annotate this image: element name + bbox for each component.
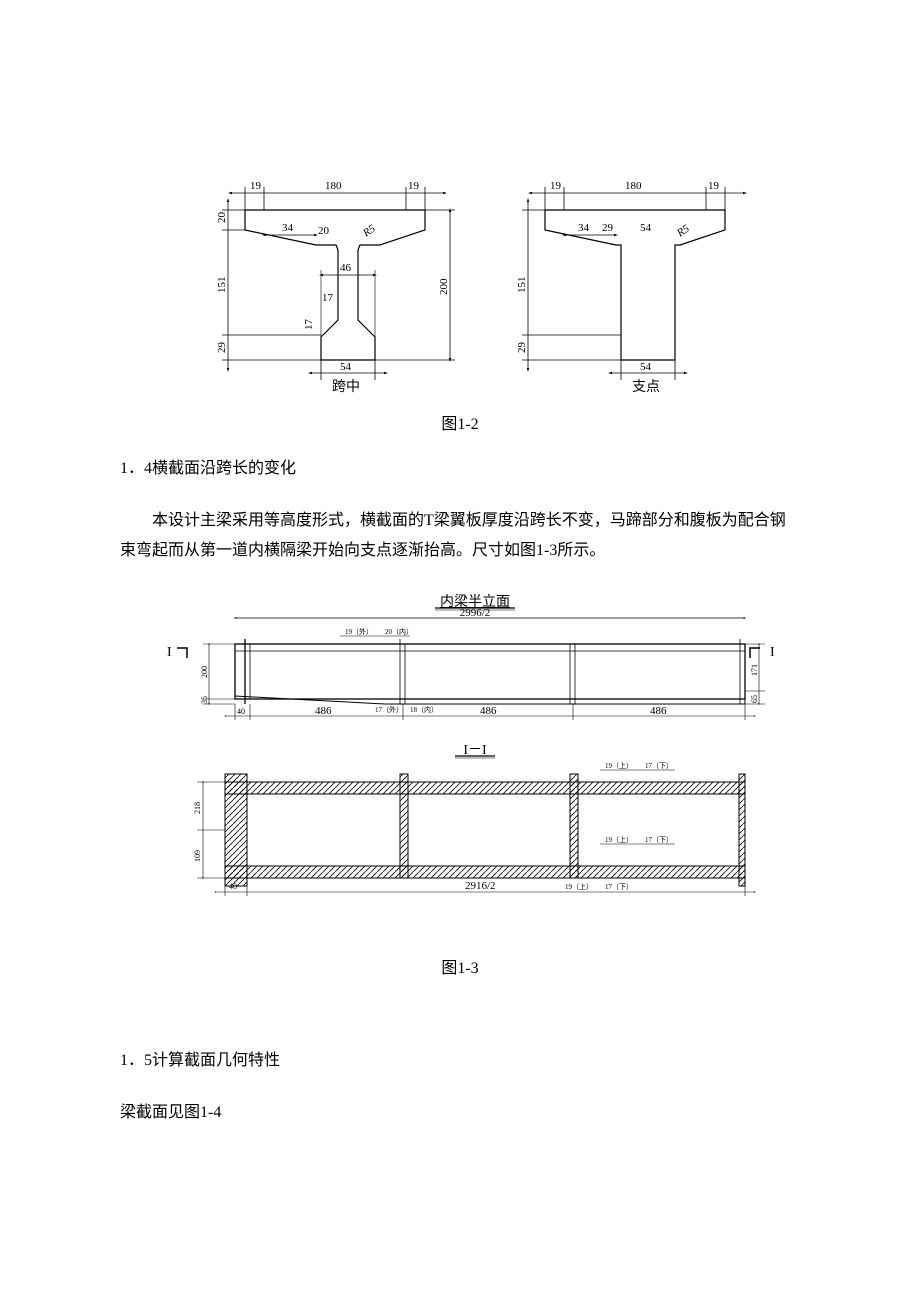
dim-text: R5 (674, 222, 692, 240)
dim-text: 19（上） (605, 835, 633, 844)
dim-text: 18（内） (410, 705, 438, 714)
dim-text: 180 (625, 180, 642, 192)
dim-text: 19 (408, 180, 420, 192)
dim-text: 2916/2 (465, 880, 496, 892)
figure-1-3-svg: 内梁半立面 2996/2 19（外） 20（内） (130, 591, 790, 921)
dim-text: 19 (550, 180, 562, 192)
beam-label: 支点 (632, 379, 660, 395)
dim-text: 20 (216, 212, 228, 224)
dim-text: 180 (325, 180, 342, 192)
dim-text: 151 (216, 277, 228, 294)
section-1-5-heading: 1．5计算截面几何特性 (120, 1046, 800, 1070)
dim-text: 20 (318, 225, 330, 237)
dim-text: 35 (200, 696, 209, 704)
dim-text: 19 (250, 180, 262, 192)
dim-text: 29 (602, 222, 614, 234)
dim-text: 171 (750, 664, 759, 676)
left-beam-group: 19 180 19 20 151 29 200 34 (216, 180, 455, 395)
figure-1-3: 内梁半立面 2996/2 19（外） 20（内） (120, 591, 800, 978)
section-marker: I (167, 645, 172, 660)
dim-text: R5 (360, 222, 378, 240)
dim-text: 20（内） (385, 627, 413, 636)
section-1-5-body: 梁截面见图1-4 (120, 1098, 800, 1128)
dim-text: 46 (340, 262, 352, 274)
dim-text: 54 (340, 361, 352, 373)
dim-text: 29 (216, 342, 228, 354)
upper-view: 内梁半立面 2996/2 19（外） 20（内） (167, 594, 775, 720)
dim-text: 34 (578, 222, 590, 234)
dim-text: 54 (640, 361, 652, 373)
beam-label: 跨中 (332, 379, 360, 395)
dim-text: 65 (750, 695, 759, 703)
dim-text: 486 (650, 705, 667, 717)
dim-text: 2996/2 (460, 607, 491, 619)
figure-1-2: 19 180 19 20 151 29 200 34 (120, 165, 800, 434)
dim-text: 486 (315, 705, 332, 717)
dim-text: 151 (516, 277, 528, 294)
figure-1-2-svg: 19 180 19 20 151 29 200 34 (160, 165, 760, 395)
figure-1-2-caption: 图1-2 (120, 410, 800, 434)
dim-text: 19（上） (605, 761, 633, 770)
dim-text: 218 (193, 802, 202, 814)
dim-text: 54 (640, 222, 652, 234)
section-1-4-heading: 1．4横截面沿跨长的变化 (120, 454, 800, 478)
section-marker: I (770, 645, 775, 660)
dim-text: 19（外） (345, 627, 373, 636)
dim-text: 17（下） (645, 762, 673, 770)
dim-text: 19 (708, 180, 720, 192)
dim-text: 17（下） (645, 836, 673, 844)
dim-text: 17（下） (605, 883, 633, 891)
figure-1-3-caption: 图1-3 (120, 954, 800, 978)
dim-text: 17 (322, 292, 334, 304)
dim-text: 17 (303, 319, 315, 331)
section-1-4-body: 本设计主梁采用等高度形式，横截面的T梁翼板厚度沿跨长不变，马蹄部分和腹板为配合钢… (120, 506, 800, 567)
dim-text: 486 (480, 705, 497, 717)
dim-text: 40 (229, 882, 237, 891)
dim-text: 19（上） (565, 882, 593, 891)
dim-text: 200 (200, 666, 209, 678)
right-beam-group: 19 180 19 151 29 34 29 54 R5 (516, 180, 745, 395)
dim-text: 40 (237, 707, 245, 716)
dim-text: 17（外） (375, 705, 403, 714)
dim-text: 29 (516, 342, 528, 354)
lower-view: I－I 19（上） 17（下） (193, 743, 755, 896)
dim-text: 34 (282, 222, 294, 234)
dim-text: 200 (438, 278, 450, 295)
dim-text: 109 (193, 850, 202, 862)
